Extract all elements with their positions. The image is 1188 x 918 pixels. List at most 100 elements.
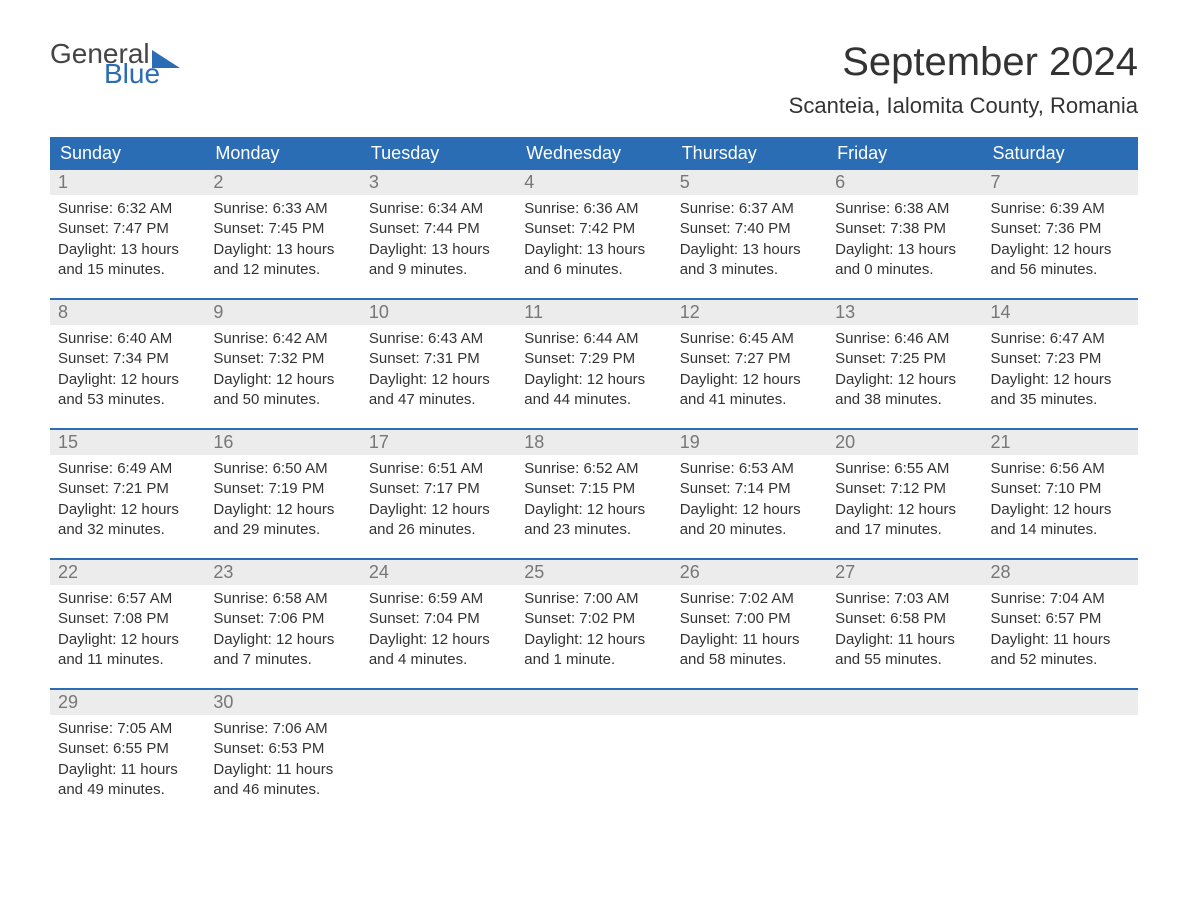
day-number: 26 bbox=[672, 560, 827, 585]
daylight-text-2: and 7 minutes. bbox=[213, 650, 352, 670]
sunset-text: Sunset: 7:15 PM bbox=[524, 479, 663, 499]
daylight-text-1: Daylight: 12 hours bbox=[369, 500, 508, 520]
day-number-row: 891011121314 bbox=[50, 300, 1138, 325]
daylight-text-1: Daylight: 12 hours bbox=[680, 370, 819, 390]
sunrise-text: Sunrise: 6:45 AM bbox=[680, 329, 819, 349]
sunrise-text: Sunrise: 7:05 AM bbox=[58, 719, 197, 739]
day-body-row: Sunrise: 6:57 AMSunset: 7:08 PMDaylight:… bbox=[50, 585, 1138, 670]
sunset-text: Sunset: 6:53 PM bbox=[213, 739, 352, 759]
day-number: 15 bbox=[50, 430, 205, 455]
day-cell: Sunrise: 6:51 AMSunset: 7:17 PMDaylight:… bbox=[361, 455, 516, 540]
sunset-text: Sunset: 7:25 PM bbox=[835, 349, 974, 369]
sunset-text: Sunset: 7:36 PM bbox=[991, 219, 1130, 239]
daylight-text-1: Daylight: 12 hours bbox=[369, 370, 508, 390]
daylight-text-2: and 46 minutes. bbox=[213, 780, 352, 800]
day-cell: Sunrise: 6:43 AMSunset: 7:31 PMDaylight:… bbox=[361, 325, 516, 410]
daylight-text-1: Daylight: 12 hours bbox=[213, 630, 352, 650]
day-number: 19 bbox=[672, 430, 827, 455]
day-number: 25 bbox=[516, 560, 671, 585]
day-number: 18 bbox=[516, 430, 671, 455]
day-number: 5 bbox=[672, 170, 827, 195]
sunset-text: Sunset: 7:45 PM bbox=[213, 219, 352, 239]
weekday-header-row: Sunday Monday Tuesday Wednesday Thursday… bbox=[50, 137, 1138, 170]
daylight-text-2: and 23 minutes. bbox=[524, 520, 663, 540]
day-number: 14 bbox=[983, 300, 1138, 325]
sunrise-text: Sunrise: 6:58 AM bbox=[213, 589, 352, 609]
day-number: 7 bbox=[983, 170, 1138, 195]
daylight-text-2: and 53 minutes. bbox=[58, 390, 197, 410]
month-title: September 2024 bbox=[789, 40, 1138, 85]
daylight-text-2: and 6 minutes. bbox=[524, 260, 663, 280]
day-cell: Sunrise: 6:32 AMSunset: 7:47 PMDaylight:… bbox=[50, 195, 205, 280]
weekday-header: Monday bbox=[205, 137, 360, 170]
day-body-row: Sunrise: 6:40 AMSunset: 7:34 PMDaylight:… bbox=[50, 325, 1138, 410]
daylight-text-1: Daylight: 13 hours bbox=[58, 240, 197, 260]
day-cell: Sunrise: 6:38 AMSunset: 7:38 PMDaylight:… bbox=[827, 195, 982, 280]
daylight-text-1: Daylight: 11 hours bbox=[680, 630, 819, 650]
day-body-row: Sunrise: 7:05 AMSunset: 6:55 PMDaylight:… bbox=[50, 715, 1138, 800]
daylight-text-2: and 49 minutes. bbox=[58, 780, 197, 800]
day-cell bbox=[361, 715, 516, 800]
day-cell: Sunrise: 6:47 AMSunset: 7:23 PMDaylight:… bbox=[983, 325, 1138, 410]
sunrise-text: Sunrise: 6:44 AM bbox=[524, 329, 663, 349]
daylight-text-2: and 20 minutes. bbox=[680, 520, 819, 540]
day-number: 24 bbox=[361, 560, 516, 585]
sunrise-text: Sunrise: 6:40 AM bbox=[58, 329, 197, 349]
day-cell: Sunrise: 6:50 AMSunset: 7:19 PMDaylight:… bbox=[205, 455, 360, 540]
sunrise-text: Sunrise: 7:06 AM bbox=[213, 719, 352, 739]
calendar-week: 22232425262728Sunrise: 6:57 AMSunset: 7:… bbox=[50, 558, 1138, 670]
daylight-text-1: Daylight: 13 hours bbox=[369, 240, 508, 260]
day-number: 1 bbox=[50, 170, 205, 195]
day-cell: Sunrise: 6:57 AMSunset: 7:08 PMDaylight:… bbox=[50, 585, 205, 670]
sunrise-text: Sunrise: 6:49 AM bbox=[58, 459, 197, 479]
sunset-text: Sunset: 6:57 PM bbox=[991, 609, 1130, 629]
day-number: 4 bbox=[516, 170, 671, 195]
day-cell: Sunrise: 6:37 AMSunset: 7:40 PMDaylight:… bbox=[672, 195, 827, 280]
daylight-text-2: and 14 minutes. bbox=[991, 520, 1130, 540]
daylight-text-2: and 0 minutes. bbox=[835, 260, 974, 280]
daylight-text-1: Daylight: 12 hours bbox=[213, 370, 352, 390]
sunset-text: Sunset: 7:12 PM bbox=[835, 479, 974, 499]
sunrise-text: Sunrise: 6:36 AM bbox=[524, 199, 663, 219]
sunset-text: Sunset: 7:27 PM bbox=[680, 349, 819, 369]
day-number-row: 2930 bbox=[50, 690, 1138, 715]
sunrise-text: Sunrise: 6:52 AM bbox=[524, 459, 663, 479]
sunrise-text: Sunrise: 6:51 AM bbox=[369, 459, 508, 479]
day-body-row: Sunrise: 6:49 AMSunset: 7:21 PMDaylight:… bbox=[50, 455, 1138, 540]
sunrise-text: Sunrise: 6:50 AM bbox=[213, 459, 352, 479]
daylight-text-2: and 50 minutes. bbox=[213, 390, 352, 410]
sunset-text: Sunset: 7:14 PM bbox=[680, 479, 819, 499]
sunset-text: Sunset: 7:19 PM bbox=[213, 479, 352, 499]
daylight-text-2: and 1 minute. bbox=[524, 650, 663, 670]
sunrise-text: Sunrise: 6:55 AM bbox=[835, 459, 974, 479]
calendar: Sunday Monday Tuesday Wednesday Thursday… bbox=[50, 137, 1138, 800]
weekday-header: Sunday bbox=[50, 137, 205, 170]
day-cell: Sunrise: 6:44 AMSunset: 7:29 PMDaylight:… bbox=[516, 325, 671, 410]
daylight-text-1: Daylight: 12 hours bbox=[58, 370, 197, 390]
daylight-text-1: Daylight: 12 hours bbox=[58, 500, 197, 520]
day-number bbox=[827, 690, 982, 715]
sunrise-text: Sunrise: 7:00 AM bbox=[524, 589, 663, 609]
sunset-text: Sunset: 7:10 PM bbox=[991, 479, 1130, 499]
sunrise-text: Sunrise: 6:34 AM bbox=[369, 199, 508, 219]
day-cell: Sunrise: 7:04 AMSunset: 6:57 PMDaylight:… bbox=[983, 585, 1138, 670]
sunset-text: Sunset: 7:40 PM bbox=[680, 219, 819, 239]
day-number: 28 bbox=[983, 560, 1138, 585]
daylight-text-1: Daylight: 13 hours bbox=[524, 240, 663, 260]
day-number: 10 bbox=[361, 300, 516, 325]
daylight-text-2: and 3 minutes. bbox=[680, 260, 819, 280]
weekday-header: Friday bbox=[827, 137, 982, 170]
sunset-text: Sunset: 7:47 PM bbox=[58, 219, 197, 239]
daylight-text-1: Daylight: 12 hours bbox=[835, 500, 974, 520]
title-block: September 2024 Scanteia, Ialomita County… bbox=[789, 40, 1138, 119]
sunset-text: Sunset: 7:17 PM bbox=[369, 479, 508, 499]
day-cell bbox=[827, 715, 982, 800]
day-number bbox=[516, 690, 671, 715]
day-cell: Sunrise: 6:40 AMSunset: 7:34 PMDaylight:… bbox=[50, 325, 205, 410]
daylight-text-2: and 35 minutes. bbox=[991, 390, 1130, 410]
day-number: 11 bbox=[516, 300, 671, 325]
daylight-text-2: and 56 minutes. bbox=[991, 260, 1130, 280]
day-cell: Sunrise: 7:03 AMSunset: 6:58 PMDaylight:… bbox=[827, 585, 982, 670]
daylight-text-2: and 11 minutes. bbox=[58, 650, 197, 670]
day-number: 27 bbox=[827, 560, 982, 585]
